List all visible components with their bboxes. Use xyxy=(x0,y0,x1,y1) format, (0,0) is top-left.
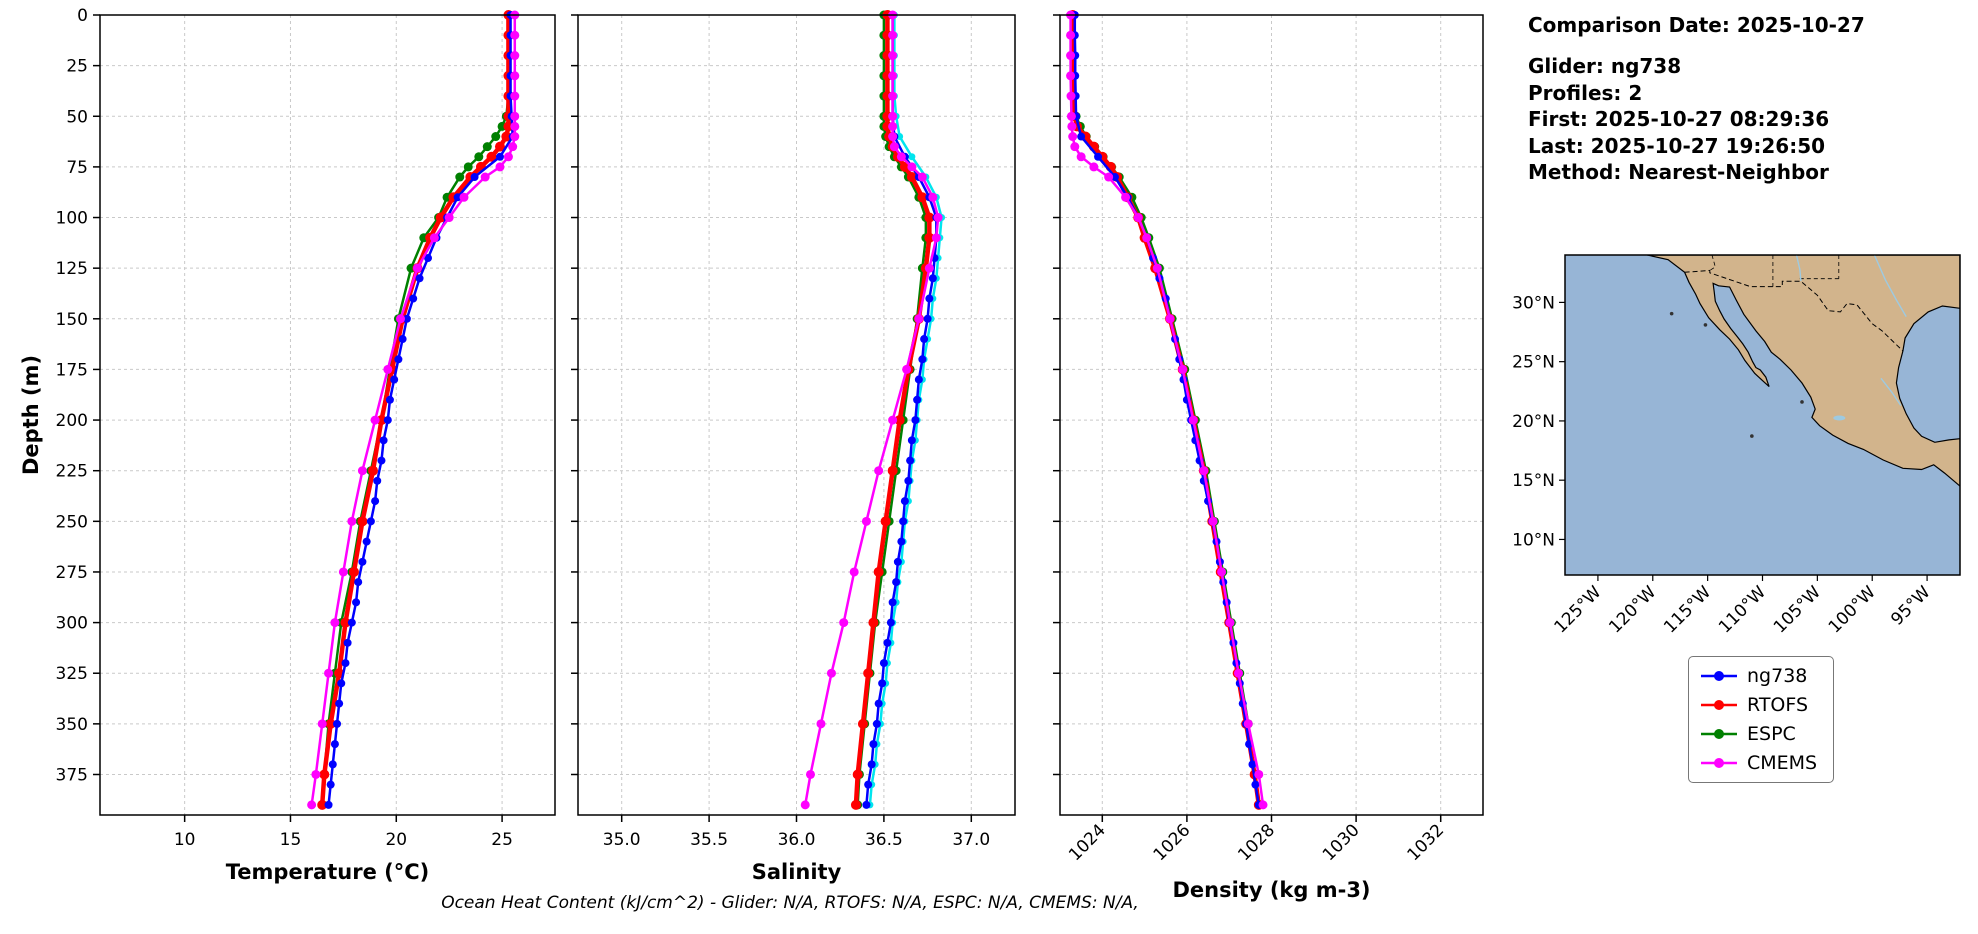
x-tick-label: 1024 xyxy=(1065,820,1110,865)
legend-label: RTOFS xyxy=(1747,694,1809,716)
info-method: Method: Nearest-Neighbor xyxy=(1528,159,1829,184)
x-tick-label: 25 xyxy=(491,830,513,850)
series-markers-ng738 xyxy=(324,11,517,809)
map-lat-tick-label: 30°N xyxy=(1512,293,1555,313)
y-tick-label: 325 xyxy=(56,664,88,684)
salinity-profile-chart: 35.0 35.5 36.0 36.5 37.0 Salinity xyxy=(571,10,1016,884)
y-tick-label: 50 xyxy=(66,107,88,127)
map-island xyxy=(1669,311,1674,316)
legend-item-ESPC: ESPC xyxy=(1701,723,1817,745)
legend-marker-ng738 xyxy=(1701,671,1737,681)
info-last: Last: 2025-10-27 19:26:50 xyxy=(1528,133,1826,158)
x-tick-label: 1032 xyxy=(1403,820,1448,865)
legend-label: ng738 xyxy=(1747,665,1808,687)
y-tick-label: 25 xyxy=(66,57,88,77)
x-axis-label: Density (kg m-3) xyxy=(1172,878,1370,902)
map-lon-tick-label: 105°W xyxy=(1770,582,1825,637)
map-island xyxy=(1800,400,1804,404)
y-tick-label: 275 xyxy=(56,563,88,583)
x-tick-label: 1030 xyxy=(1319,820,1364,865)
legend-item-RTOFS: RTOFS xyxy=(1701,694,1817,716)
legend-item-ng738: ng738 xyxy=(1701,665,1817,687)
map-island xyxy=(1703,323,1708,327)
map-us-mexico-border xyxy=(1684,269,1904,352)
map-lat-tick-label: 20°N xyxy=(1512,412,1555,432)
comparison-date: Comparison Date: 2025-10-27 xyxy=(1528,13,1865,37)
legend-marker-RTOFS xyxy=(1701,700,1737,710)
series-line-ng738 xyxy=(865,15,938,805)
map-lon-tick-label: 120°W xyxy=(1605,582,1660,637)
map-island xyxy=(1750,434,1754,438)
legend-label: CMEMS xyxy=(1747,752,1818,774)
x-axis-label: Salinity xyxy=(752,860,842,884)
y-tick-label: 125 xyxy=(56,259,88,279)
x-tick-label: 36.5 xyxy=(865,830,903,850)
info-panel: Comparison Date: 2025-10-27 Glider: ng73… xyxy=(1528,12,1865,185)
info-glider: Glider: ng738 xyxy=(1528,54,1682,79)
x-tick-label: 35.0 xyxy=(603,830,641,850)
x-tick-label: 37.0 xyxy=(952,830,990,850)
temperature-profile-chart: 10 15 20 2502550751001251501752002252502753… xyxy=(19,6,556,884)
map-river xyxy=(1880,377,1902,406)
map-lake xyxy=(1833,415,1846,421)
x-tick-label: 1026 xyxy=(1150,820,1195,865)
y-tick-label: 100 xyxy=(56,209,88,229)
y-tick-label: 350 xyxy=(56,715,88,735)
x-tick-label: 1028 xyxy=(1234,820,1279,865)
y-tick-label: 375 xyxy=(56,765,88,785)
y-tick-label: 250 xyxy=(56,512,88,532)
map-lon-tick-label: 125°W xyxy=(1550,582,1605,637)
map-land xyxy=(1647,255,1960,487)
series-line-ng738-2 xyxy=(868,15,943,805)
series-line-ng738 xyxy=(327,15,514,806)
legend: ng738 RTOFS ESPC CMEMS xyxy=(1688,656,1835,783)
y-tick-label: 225 xyxy=(56,462,88,482)
map-lon-tick-label: 115°W xyxy=(1660,582,1715,637)
x-tick-label: 36.0 xyxy=(778,830,816,850)
series-markers-CMEMS xyxy=(1066,10,1268,810)
map-lon-tick-label: 100°W xyxy=(1825,582,1880,637)
map-lat-tick-label: 25°N xyxy=(1512,353,1555,373)
x-axis-label: Temperature (°C) xyxy=(226,860,429,884)
y-tick-label: 200 xyxy=(56,411,88,431)
y-tick-label: 0 xyxy=(77,6,88,26)
map-lon-tick-label: 110°W xyxy=(1715,582,1770,637)
y-axis-label: Depth (m) xyxy=(19,355,43,475)
legend-marker-ESPC xyxy=(1701,729,1737,739)
legend-marker-CMEMS xyxy=(1701,758,1737,768)
series-markers-CMEMS xyxy=(800,10,943,810)
info-first: First: 2025-10-27 08:29:36 xyxy=(1528,107,1830,132)
y-tick-label: 175 xyxy=(56,360,88,380)
info-spacer xyxy=(1528,38,1865,53)
info-profiles: Profiles: 2 xyxy=(1528,80,1643,105)
y-tick-label: 75 xyxy=(66,158,88,178)
map-lon-tick-label: 95°W xyxy=(1887,582,1934,629)
density-profile-chart: 1024 1026 1028 1030 1032 Density (kg m-3) xyxy=(1053,10,1484,902)
ohc-footnote: Ocean Heat Content (kJ/cm^2) - Glider: N… xyxy=(441,893,1139,913)
legend-item-CMEMS: CMEMS xyxy=(1701,752,1817,774)
x-tick-label: 20 xyxy=(385,830,407,850)
x-tick-label: 35.5 xyxy=(690,830,728,850)
map-lat-tick-label: 15°N xyxy=(1512,471,1555,491)
map-state-border xyxy=(1709,255,1716,271)
legend-label: ESPC xyxy=(1747,723,1796,745)
y-tick-label: 150 xyxy=(56,310,88,330)
y-tick-label: 300 xyxy=(56,614,88,634)
series-markers-CMEMS xyxy=(307,10,520,810)
location-map: 125°W 120°W 115°W 110°W 105°W 100°W 95°W 30°N 25… xyxy=(1512,254,1961,637)
x-tick-label: 15 xyxy=(280,830,302,850)
map-lat-tick-label: 10°N xyxy=(1512,530,1555,550)
map-river xyxy=(1873,255,1907,317)
map-river xyxy=(1795,255,1802,282)
x-tick-label: 10 xyxy=(174,830,196,850)
